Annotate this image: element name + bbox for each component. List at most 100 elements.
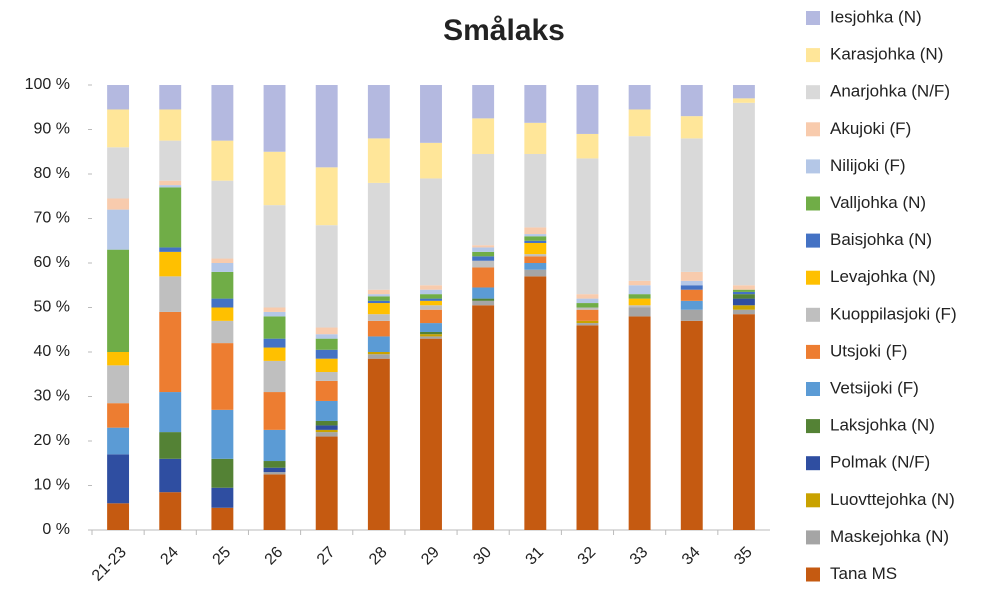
- bar-segment: [576, 303, 599, 308]
- bar-segment: [420, 289, 442, 295]
- y-tick-label: 70 %: [34, 210, 70, 227]
- bar-segment: [420, 142, 442, 179]
- legend-label: Vetsijoki (F): [830, 378, 919, 397]
- bar-segment: [263, 307, 286, 312]
- y-tick-label: 90 %: [34, 121, 70, 138]
- bar-segment: [159, 185, 182, 188]
- bar-segment: [211, 487, 234, 508]
- bar-segment: [159, 251, 182, 277]
- bar-segment: [263, 472, 286, 475]
- bar-segment: [211, 271, 234, 299]
- bar-segment: [524, 269, 547, 277]
- y-tick-label: 10 %: [34, 477, 70, 494]
- legend-label: Karasjohka (N): [830, 45, 943, 64]
- y-tick-label: 100 %: [25, 76, 70, 93]
- bar-segment: [315, 85, 338, 168]
- bar-segment: [680, 285, 703, 290]
- legend-label: Kuoppilasjoki (F): [830, 304, 957, 323]
- bar-segment: [680, 289, 703, 301]
- bar-segment: [732, 85, 755, 99]
- bar-segment: [263, 205, 286, 308]
- legend-swatch: [806, 196, 820, 211]
- bar-segment: [628, 280, 651, 286]
- bar-segment: [680, 309, 703, 321]
- bar-segment: [732, 291, 755, 295]
- bar-segment: [315, 167, 338, 226]
- bar-segment: [628, 294, 651, 299]
- bar-segment: [680, 85, 703, 117]
- bar-segment: [159, 247, 182, 252]
- bar-segment: [576, 325, 599, 530]
- bar-segment: [211, 85, 234, 141]
- bar-segment: [211, 458, 234, 488]
- bar-segment: [211, 409, 234, 459]
- bar-segment: [159, 392, 182, 433]
- legend-label: Levajohka (N): [830, 267, 936, 286]
- bar-segment: [107, 427, 130, 455]
- bar-segment: [107, 147, 130, 199]
- bar-segment: [263, 360, 286, 393]
- bar-segment: [211, 343, 234, 410]
- legend-swatch: [806, 567, 820, 582]
- bar-segment: [211, 307, 234, 321]
- bar-segment: [367, 354, 390, 359]
- bar-segment: [315, 425, 338, 430]
- bar-segment: [367, 138, 390, 183]
- x-tick-label: 33: [627, 544, 652, 569]
- bar-segment: [315, 420, 338, 426]
- bar-segment: [159, 187, 182, 248]
- y-tick-label: 60 %: [34, 254, 70, 271]
- bar-segment: [315, 334, 338, 339]
- bar-segment: [420, 294, 442, 299]
- legend-swatch: [806, 48, 820, 63]
- bar-segment: [576, 85, 599, 134]
- bar-segment: [420, 331, 442, 335]
- legend-swatch: [806, 419, 820, 434]
- y-tick-label: 20 %: [34, 432, 70, 449]
- bar-segment: [211, 180, 234, 259]
- bar-segment: [159, 180, 182, 186]
- bar-segment: [211, 298, 234, 308]
- bar-segment: [107, 249, 130, 352]
- legend-label: Akujoki (F): [830, 119, 911, 138]
- y-tick-label: 30 %: [34, 388, 70, 405]
- bar-segment: [367, 314, 390, 321]
- legend-swatch: [806, 159, 820, 174]
- bar-segment: [472, 251, 495, 257]
- bar-segment: [732, 294, 755, 299]
- bar-segment: [159, 109, 182, 141]
- bar-segment: [263, 474, 286, 530]
- legend-swatch: [806, 493, 820, 508]
- bar-segment: [315, 338, 338, 350]
- bar-segment: [576, 320, 599, 324]
- bar-segment: [524, 256, 547, 263]
- bar-segment: [576, 133, 599, 159]
- bar-segment: [159, 458, 182, 493]
- bar-segment: [211, 263, 234, 272]
- x-tick-label: 24: [157, 544, 182, 569]
- legend-label: Tana MS: [830, 564, 897, 583]
- bar-segment: [680, 138, 703, 272]
- bar-segment: [263, 316, 286, 339]
- legend-label: Baisjohka (N): [830, 230, 932, 249]
- bar-segment: [420, 300, 442, 306]
- legend-label: Polmak (N/F): [830, 453, 930, 472]
- bar-segment: [472, 300, 495, 306]
- bar-segment: [367, 294, 390, 297]
- bar-segment: [628, 285, 651, 295]
- chart-title: Smålaks: [443, 14, 565, 47]
- bar-segment: [420, 338, 442, 530]
- x-tick-label: 21-23: [89, 544, 130, 585]
- bar-segment: [263, 467, 286, 473]
- bar-segment: [576, 307, 599, 310]
- x-tick-label: 29: [418, 544, 443, 569]
- bar-segment: [524, 242, 547, 255]
- legend-swatch: [806, 85, 820, 100]
- bar-segment: [263, 429, 286, 462]
- bar-segment: [367, 296, 390, 301]
- legend-swatch: [806, 233, 820, 248]
- legend-label: Nilijoki (F): [830, 156, 906, 175]
- bar-segment: [524, 276, 547, 530]
- bar-segment: [472, 298, 495, 301]
